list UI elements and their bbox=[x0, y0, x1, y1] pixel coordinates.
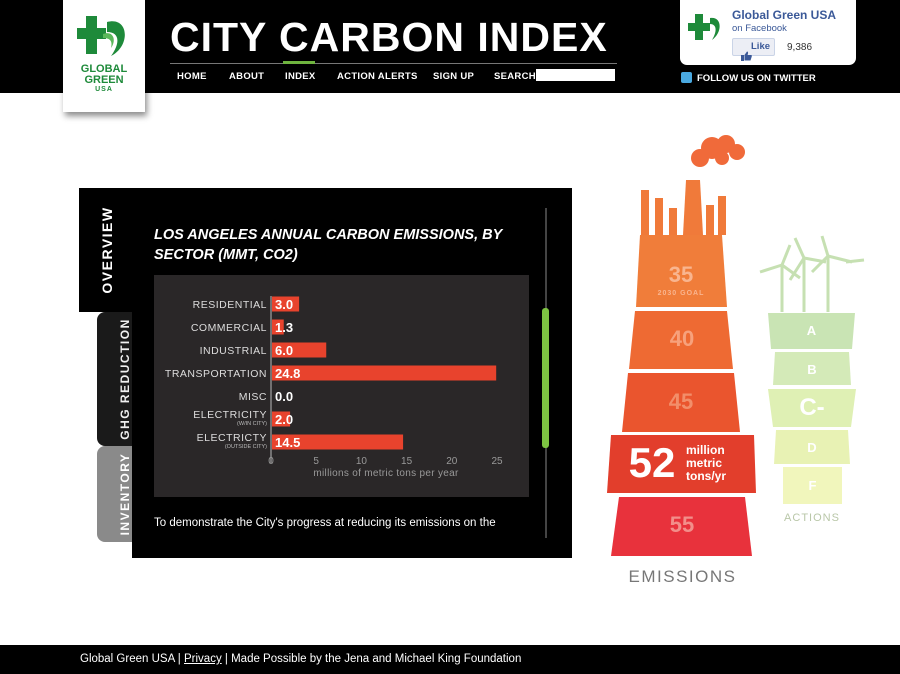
nav-active-indicator bbox=[283, 61, 315, 64]
tab-ghg-reduction-label: GHG REDUCTION bbox=[117, 318, 132, 440]
unit-line-1: million bbox=[686, 443, 725, 457]
logo-text-usa: USA bbox=[95, 86, 113, 93]
global-green-small-icon bbox=[688, 14, 720, 40]
emissions-current-unit: million metric tons/yr bbox=[686, 444, 726, 483]
value-label: 24.8 bbox=[275, 366, 300, 381]
site-header: CITY CARBON INDEX HOME ABOUT INDEX ACTIO… bbox=[0, 0, 900, 93]
like-label: Like bbox=[751, 41, 771, 52]
logo-wordmark: GLOBAL GREEN USA bbox=[63, 64, 145, 94]
bar bbox=[272, 411, 291, 427]
category-label: COMMERCIAL bbox=[191, 322, 267, 334]
category-sublabel: (W/IN CITY) bbox=[237, 421, 267, 427]
unit-line-2: metric bbox=[686, 456, 723, 470]
twitter-label: FOLLOW US ON TWITTER bbox=[697, 73, 816, 84]
search-label: SEARCH bbox=[494, 71, 536, 82]
footer-text: Global Green USA | Privacy | Made Possib… bbox=[80, 653, 522, 665]
action-grade-f: F bbox=[808, 478, 817, 493]
logo-text-green: GREEN bbox=[84, 74, 124, 86]
site-title: CITY CARBON INDEX bbox=[170, 14, 608, 60]
value-label: 1.3 bbox=[275, 320, 293, 335]
tab-overview[interactable]: OVERVIEW bbox=[79, 188, 134, 312]
tab-inventory-label: INVENTORY bbox=[117, 452, 132, 536]
x-tick-label: 5 bbox=[313, 456, 319, 467]
bar bbox=[272, 319, 284, 335]
emissions-current-value: 52 bbox=[628, 439, 676, 486]
thumbs-up-icon bbox=[741, 51, 752, 61]
x-tick-label: 0 bbox=[268, 456, 274, 467]
facebook-page-name[interactable]: Global Green USA bbox=[732, 8, 837, 22]
facebook-like-button[interactable]: Like bbox=[732, 38, 775, 61]
global-green-logo-icon bbox=[77, 16, 125, 56]
facebook-subtitle: on Facebook bbox=[732, 23, 787, 34]
emissions-label: EMISSIONS bbox=[628, 567, 737, 586]
x-tick-label: 10 bbox=[356, 456, 368, 467]
action-grade-current: C- bbox=[799, 394, 825, 421]
category-label: ELECTRICTY bbox=[197, 432, 267, 444]
emissions-goal-label: 2030 GOAL bbox=[657, 290, 705, 297]
wind-turbine-icon bbox=[759, 235, 865, 312]
search-input[interactable] bbox=[536, 69, 615, 81]
category-label: RESIDENTIAL bbox=[193, 299, 267, 311]
bar bbox=[272, 296, 300, 312]
like-count: 9,386 bbox=[787, 42, 813, 53]
footer-credit: Made Possible by the Jena and Michael Ki… bbox=[231, 653, 522, 665]
value-label: 2.0 bbox=[275, 412, 293, 427]
nav-index[interactable]: INDEX bbox=[285, 71, 316, 82]
bar bbox=[272, 365, 497, 381]
chart-title: LOS ANGELES ANNUAL CARBON EMISSIONS, BY … bbox=[154, 227, 503, 263]
nav-about[interactable]: ABOUT bbox=[229, 71, 265, 82]
category-label: MISC bbox=[239, 391, 267, 403]
bar bbox=[272, 342, 327, 358]
x-tick-label: 25 bbox=[491, 456, 503, 467]
nav-home[interactable]: HOME bbox=[177, 71, 207, 82]
emissions-bar-chart: RESIDENTIAL 3.0 COMMERCIAL 1.3 INDUSTRIAL 6.0… bbox=[154, 275, 529, 497]
emissions-level-40: 40 bbox=[669, 326, 695, 351]
footer-org: Global Green USA bbox=[80, 653, 175, 665]
twitter-icon bbox=[681, 72, 692, 83]
category-sublabel: (OUTSIDE CITY) bbox=[225, 444, 267, 450]
logo-text-global: GLOBAL bbox=[80, 63, 128, 75]
privacy-link[interactable]: Privacy bbox=[184, 653, 222, 665]
category-label: INDUSTRIAL bbox=[200, 345, 267, 357]
overview-panel: LOS ANGELES ANNUAL CARBON EMISSIONS, BY … bbox=[132, 188, 572, 558]
emissions-level-35: 35 bbox=[668, 262, 694, 287]
facebook-widget: Global Green USA on Facebook Like 9,386 bbox=[680, 0, 856, 65]
x-tick-label: 20 bbox=[446, 456, 458, 467]
category-label: TRANSPORTATION bbox=[165, 368, 267, 380]
action-grade-a: A bbox=[806, 323, 817, 338]
value-label: 6.0 bbox=[275, 343, 293, 358]
value-label: 3.0 bbox=[275, 297, 293, 312]
nav-sign-up[interactable]: SIGN UP bbox=[433, 71, 475, 82]
site-footer: Global Green USA | Privacy | Made Possib… bbox=[0, 645, 900, 674]
category-label: ELECTRICITY bbox=[193, 409, 267, 421]
bar bbox=[272, 434, 404, 450]
smoke-icon bbox=[691, 135, 745, 167]
overview-description: To demonstrate the City's progress at re… bbox=[154, 517, 496, 529]
global-green-logo[interactable]: GLOBAL GREEN USA bbox=[63, 0, 145, 112]
actions-label: ACTIONS bbox=[784, 512, 840, 524]
twitter-follow-link[interactable]: FOLLOW US ON TWITTER bbox=[681, 72, 816, 84]
action-grade-d: D bbox=[807, 440, 817, 455]
emissions-level-55: 55 bbox=[669, 512, 695, 537]
unit-line-3: tons/yr bbox=[686, 469, 727, 483]
nav-divider bbox=[170, 63, 617, 64]
chimney-icon bbox=[641, 180, 726, 235]
scrollbar-thumb[interactable] bbox=[542, 308, 549, 448]
x-axis-label: millions of metric tons per year bbox=[313, 468, 459, 479]
emissions-level-45: 45 bbox=[668, 389, 694, 414]
value-label: 0.0 bbox=[275, 389, 293, 404]
value-label: 14.5 bbox=[275, 435, 300, 450]
nav-action-alerts[interactable]: ACTION ALERTS bbox=[337, 71, 418, 82]
bar-chart-svg: RESIDENTIAL 3.0 COMMERCIAL 1.3 INDUSTRIAL 6.0… bbox=[165, 296, 503, 479]
x-tick-label: 15 bbox=[401, 456, 413, 467]
tab-overview-label: OVERVIEW bbox=[98, 206, 115, 294]
action-grade-b: B bbox=[807, 362, 817, 377]
